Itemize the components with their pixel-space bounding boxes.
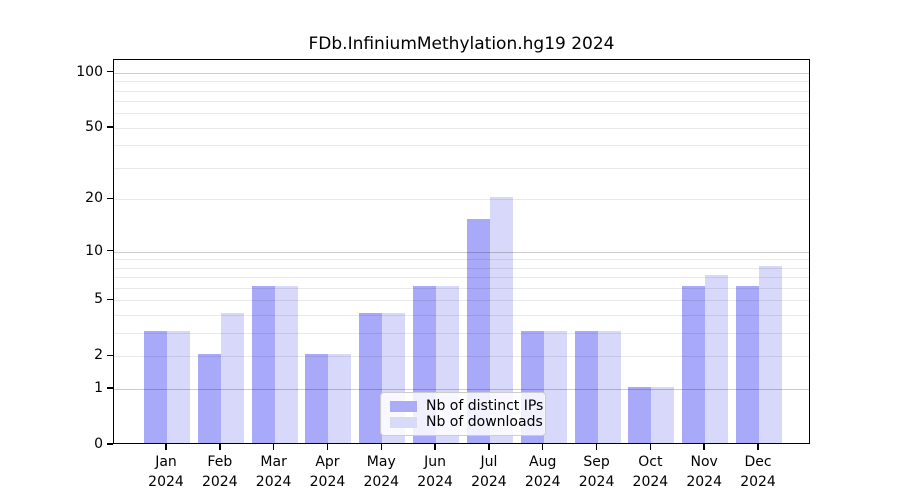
x-axis-label: Feb 2024 xyxy=(201,454,238,490)
grid-layer xyxy=(114,60,809,443)
x-axis-tick xyxy=(165,444,167,450)
y-axis-label: 1 xyxy=(94,380,103,397)
y-axis-tick xyxy=(107,70,113,73)
bar-nb-of-downloads-aug xyxy=(543,331,567,443)
gridline-minor xyxy=(114,356,809,358)
bar-nb-of-downloads-dec xyxy=(759,265,783,443)
bar-nb-of-distinct-ips-oct xyxy=(628,387,652,443)
bar-nb-of-distinct-ips-mar xyxy=(251,286,275,443)
x-axis-label: Apr 2024 xyxy=(309,454,346,490)
bar-nb-of-downloads-mar xyxy=(274,286,298,443)
x-axis-tick xyxy=(272,444,275,450)
gridline-minor xyxy=(114,300,809,302)
x-axis-label: Aug 2024 xyxy=(524,454,561,490)
gridline-minor xyxy=(114,288,809,290)
bar-nb-of-distinct-ips-feb xyxy=(197,354,221,443)
x-axis-tick xyxy=(541,444,544,450)
x-axis-label: Jul 2024 xyxy=(471,454,507,490)
x-axis-tick xyxy=(434,444,436,450)
x-axis-label: Jan 2024 xyxy=(148,454,184,490)
y-axis-label: 2 xyxy=(94,347,103,364)
gridline-major xyxy=(114,72,809,74)
bar-nb-of-distinct-ips-jul xyxy=(466,219,490,443)
bar-nb-of-downloads-sep xyxy=(597,331,621,443)
y-axis-label: 100 xyxy=(76,63,103,80)
y-axis-label: 5 xyxy=(94,291,103,308)
bar-nb-of-downloads-jan xyxy=(167,331,190,443)
bar-nb-of-distinct-ips-apr xyxy=(305,354,329,443)
y-axis-tick xyxy=(107,387,113,389)
x-axis-tick xyxy=(488,444,490,450)
plot-area xyxy=(113,59,810,444)
bar-nb-of-distinct-ips-jan xyxy=(144,331,167,443)
gridline-minor xyxy=(114,127,809,129)
bar-nb-of-downloads-feb xyxy=(220,313,244,443)
gridline-minor xyxy=(114,90,809,92)
gridline-minor xyxy=(114,81,809,83)
gridline-minor xyxy=(114,277,809,279)
gridline-minor xyxy=(114,333,809,335)
y-axis-tick xyxy=(107,354,113,357)
gridline-minor xyxy=(114,259,809,261)
x-axis-tick xyxy=(326,444,329,450)
legend: Nb of distinct IPs Nb of downloads xyxy=(380,392,546,436)
gridline-minor xyxy=(114,315,809,317)
y-axis-tick xyxy=(107,197,113,200)
x-axis-label: Sep 2024 xyxy=(578,454,615,490)
x-axis-tick xyxy=(380,444,383,450)
bar-nb-of-distinct-ips-may xyxy=(359,313,383,443)
legend-label-distinct-ips: Nb of distinct IPs xyxy=(426,398,544,414)
gridline-minor xyxy=(114,199,809,201)
x-axis-tick xyxy=(219,444,221,450)
y-axis-label: 20 xyxy=(85,190,103,207)
gridline-minor xyxy=(114,267,809,269)
gridline-minor xyxy=(114,167,809,169)
legend-swatch-downloads xyxy=(390,416,417,428)
y-axis-tick xyxy=(107,126,113,128)
y-axis-label: 0 xyxy=(94,436,103,452)
gridline-minor xyxy=(114,101,809,103)
bar-nb-of-distinct-ips-sep xyxy=(574,331,598,443)
y-axis-label: 10 xyxy=(85,242,103,259)
gridline-major xyxy=(114,389,809,391)
gridline-major xyxy=(114,251,809,253)
y-axis-tick xyxy=(107,249,113,252)
x-axis-label: Nov 2024 xyxy=(686,454,723,490)
bar-nb-of-downloads-apr xyxy=(328,354,352,443)
chart-title: FDb.InfiniumMethylation.hg19 2024 xyxy=(308,34,615,54)
y-axis-tick xyxy=(107,443,113,445)
gridline-minor xyxy=(114,113,809,115)
x-axis-tick xyxy=(703,444,705,450)
x-axis-label: Dec 2024 xyxy=(740,454,776,490)
x-axis-tick xyxy=(757,444,759,450)
x-axis-label: Jun 2024 xyxy=(417,454,453,490)
legend-item-downloads: Nb of downloads xyxy=(390,414,543,430)
bar-nb-of-downloads-nov xyxy=(705,275,729,443)
x-axis-tick xyxy=(649,444,652,450)
legend-swatch-distinct-ips xyxy=(390,400,417,412)
bar-nb-of-distinct-ips-dec xyxy=(736,286,760,443)
bar-nb-of-downloads-jul xyxy=(489,197,513,443)
y-axis-label: 50 xyxy=(85,118,103,135)
y-axis-tick xyxy=(107,298,113,301)
legend-item-distinct-ips: Nb of distinct IPs xyxy=(390,398,543,414)
x-axis-label: Mar 2024 xyxy=(255,454,292,490)
x-axis-label: May 2024 xyxy=(363,454,400,490)
legend-label-downloads: Nb of downloads xyxy=(426,414,543,430)
x-axis-tick xyxy=(595,444,598,450)
x-axis-label: Oct 2024 xyxy=(632,454,669,490)
gridline-minor xyxy=(114,145,809,147)
bar-nb-of-distinct-ips-nov xyxy=(682,286,706,443)
bar-nb-of-downloads-oct xyxy=(651,387,675,443)
